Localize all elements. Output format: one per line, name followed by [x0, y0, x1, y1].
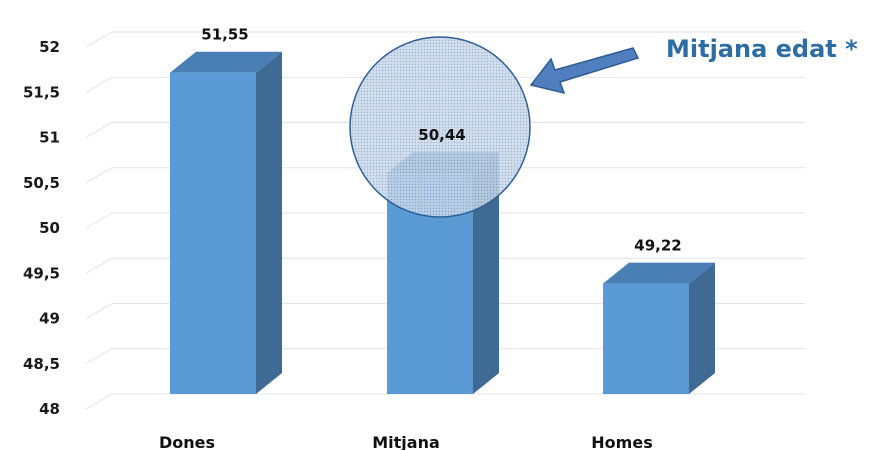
gridline-edge — [85, 212, 113, 229]
gridline-edge — [85, 348, 113, 365]
bar-side — [256, 51, 282, 394]
y-tick-label: 50,5 — [23, 174, 60, 192]
data-label: 49,22 — [634, 237, 681, 255]
gridline-edge — [85, 76, 113, 93]
highlight-layer — [349, 36, 531, 218]
gridline-edge — [85, 393, 113, 410]
gridline-edge — [85, 257, 113, 274]
bar-front — [603, 283, 689, 394]
bar-top — [170, 51, 282, 73]
gridline-edge — [85, 122, 113, 138]
gridline-edge — [85, 303, 113, 319]
x-tick-label: Dones — [159, 433, 215, 450]
bar-front — [170, 72, 256, 394]
y-tick-label: 52 — [39, 38, 60, 56]
x-tick-label: Homes — [591, 433, 652, 450]
y-tick-label: 49,5 — [23, 264, 60, 282]
data-labels: 51,55 50,44 49,22 — [201, 26, 681, 255]
bar-side — [689, 262, 715, 394]
y-tick-label: 48 — [39, 400, 60, 418]
y-tick-label: 51 — [39, 129, 60, 147]
x-axis: Dones Mitjana Homes — [159, 433, 653, 450]
y-tick-label: 48,5 — [23, 355, 60, 373]
y-tick-label: 51,5 — [23, 83, 60, 101]
data-label: 51,55 — [201, 26, 248, 44]
y-tick-label: 49 — [39, 310, 60, 328]
gridline-edge — [85, 167, 113, 184]
data-label: 50,44 — [418, 126, 465, 144]
y-axis: 48 48,5 49 49,5 50 50,5 51 51,5 52 — [23, 38, 60, 418]
x-tick-label: Mitjana — [372, 433, 440, 450]
y-tick-label: 50 — [39, 219, 60, 237]
bar-homes — [603, 262, 715, 394]
arrow-icon — [529, 47, 640, 95]
gridline-edge — [85, 31, 113, 48]
annotation-label: Mitjana edat * — [666, 35, 858, 63]
bar-side — [473, 152, 499, 394]
bar-top — [603, 262, 715, 284]
annotation-arrow — [529, 47, 640, 95]
highlight-circle — [349, 36, 531, 218]
bar-dones — [170, 51, 282, 394]
